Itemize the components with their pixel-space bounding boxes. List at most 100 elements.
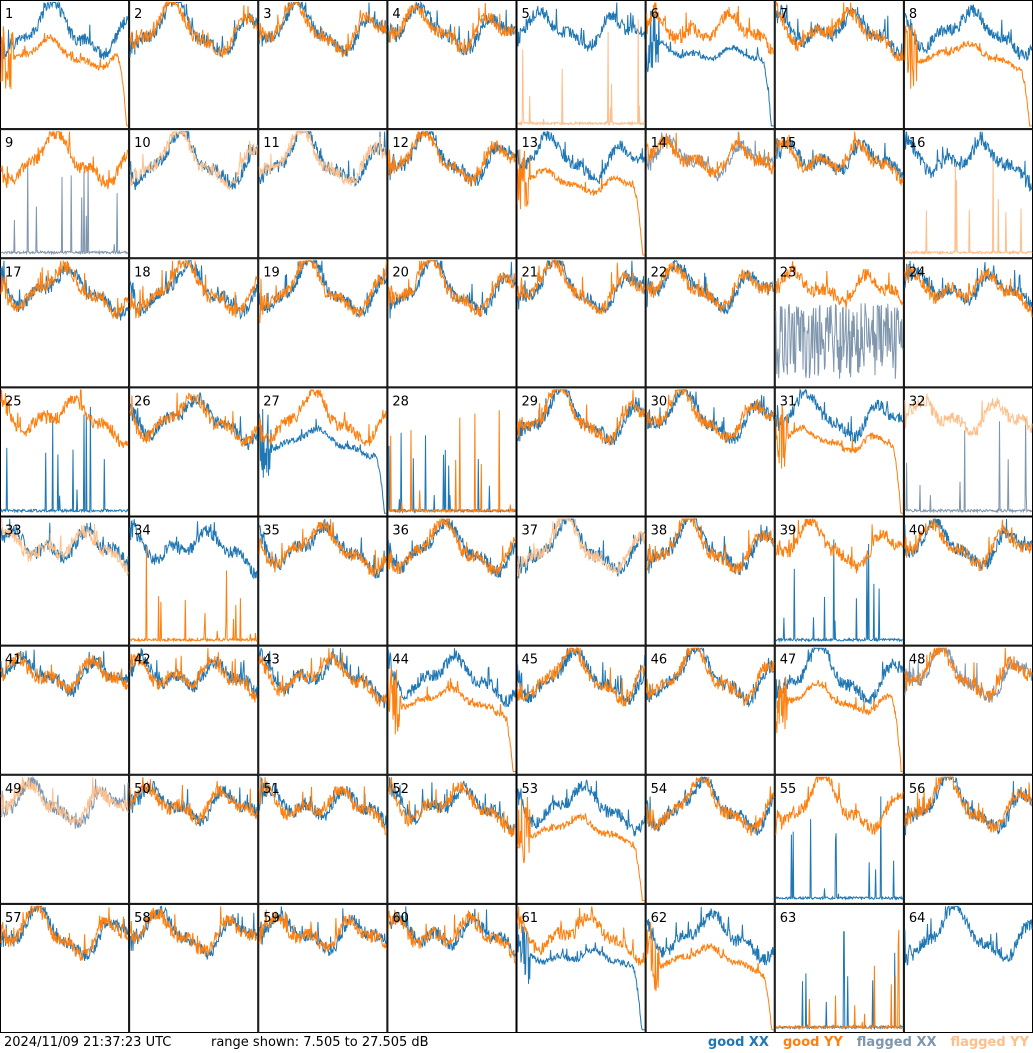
panel-53: 53	[516, 774, 646, 904]
yy-line-14	[646, 132, 775, 178]
yy-line-21	[517, 260, 646, 315]
yy-line-11	[258, 129, 387, 187]
panel-frame	[0, 645, 130, 775]
yy-line-16	[904, 161, 1033, 256]
footer: 2024/11/09 21:37:23 UTC range shown: 7.5…	[0, 1033, 1033, 1053]
panel-19: 19	[258, 258, 388, 388]
xx-line-16	[904, 131, 1033, 192]
yy-line-18	[129, 260, 258, 319]
panel-39: 39	[774, 516, 904, 646]
panel-36: 36	[387, 516, 517, 646]
xx-line-6	[646, 10, 774, 127]
panel-30: 30	[645, 387, 775, 517]
panel-number: 48	[909, 653, 926, 668]
yy-line-23	[775, 261, 904, 309]
panel-number: 14	[651, 136, 668, 151]
xx-line-8	[904, 4, 1033, 61]
panel-5: 5	[516, 0, 646, 130]
timestamp: 2024/11/09 21:37:23 UTC	[4, 1035, 172, 1050]
panel-41: 41	[0, 645, 130, 775]
panel-14: 14	[645, 129, 775, 259]
panel-frame	[516, 903, 646, 1033]
panel-number: 60	[392, 911, 409, 926]
yy-line-3	[258, 0, 387, 58]
yy-line-50	[129, 777, 258, 827]
yy-line-1	[0, 26, 129, 127]
yy-line-34	[129, 546, 258, 643]
panel-6: 6	[645, 0, 775, 130]
panel-frame	[645, 129, 775, 259]
panel-number: 50	[134, 782, 151, 797]
panel-1: 1	[0, 0, 130, 130]
yy-line-49	[0, 777, 129, 826]
yy-line-47	[775, 676, 903, 772]
panel-number: 55	[780, 782, 797, 797]
panel-frame	[516, 387, 646, 517]
xx-line-54	[646, 776, 775, 836]
xx-line-53	[517, 779, 646, 837]
panel-63: 63	[774, 903, 904, 1033]
panel-number: 54	[651, 782, 668, 797]
yy-line-63	[775, 929, 904, 1030]
yy-line-28	[388, 410, 516, 514]
panel-frame	[129, 0, 259, 130]
yy-line-26	[129, 392, 258, 447]
panel-frame	[645, 0, 775, 130]
yy-line-17	[0, 259, 129, 319]
xx-line-44	[387, 648, 516, 708]
panel-number: 8	[909, 7, 917, 22]
xx-line-31	[775, 388, 904, 444]
yy-line-13	[517, 149, 645, 256]
yy-line-53	[517, 796, 645, 902]
xx-line-61	[517, 922, 645, 1031]
panel-number: 1	[5, 7, 13, 22]
panel-frame	[258, 387, 388, 517]
yy-line-25	[0, 389, 129, 449]
panel-51: 51	[258, 774, 388, 904]
panel-number: 17	[5, 265, 22, 280]
panel-number: 5	[522, 7, 530, 22]
yy-line-31	[775, 405, 903, 514]
panel-number: 36	[392, 524, 409, 539]
panel-60: 60	[387, 903, 517, 1033]
xx-line-19	[258, 258, 387, 318]
panel-frame	[387, 645, 517, 775]
panel-64: 64	[903, 903, 1033, 1033]
panel-55: 55	[774, 774, 904, 904]
yy-line-55	[775, 776, 904, 836]
yy-line-61	[517, 906, 646, 967]
panel-44: 44	[387, 645, 517, 775]
panel-number: 27	[263, 394, 280, 409]
xx-line-27	[258, 409, 387, 514]
panel-number: 39	[780, 524, 797, 539]
panel-28: 28	[387, 387, 517, 517]
xx-line-39	[775, 539, 904, 643]
panel-number: 10	[134, 136, 151, 151]
panel-frame	[903, 387, 1033, 517]
yy-line-58	[129, 906, 258, 957]
yy-line-41	[0, 652, 129, 694]
panel-15: 15	[774, 129, 904, 259]
panel-number: 4	[392, 7, 400, 22]
yy-line-33	[1, 518, 129, 576]
panel-number: 59	[263, 911, 280, 926]
panel-29: 29	[516, 387, 646, 517]
panel-frame	[645, 774, 775, 904]
panel-59: 59	[258, 903, 388, 1033]
yy-line-30	[646, 388, 775, 444]
yy-line-24	[904, 264, 1033, 318]
panel-frame	[387, 387, 517, 517]
panel-number: 12	[392, 136, 409, 151]
legend: good XX good YY flagged XX flagged YY	[694, 1033, 1029, 1053]
panel-43: 43	[258, 645, 388, 775]
panel-frame	[774, 903, 904, 1033]
panel-32: 32	[903, 387, 1033, 517]
panel-16: 16	[903, 129, 1033, 259]
panel-number: 34	[134, 524, 151, 539]
xx-line-64	[904, 905, 1033, 966]
yy-line-46	[646, 647, 775, 707]
panel-38: 38	[645, 516, 775, 646]
xx-line-62	[646, 906, 775, 966]
panel-frame	[0, 129, 130, 259]
